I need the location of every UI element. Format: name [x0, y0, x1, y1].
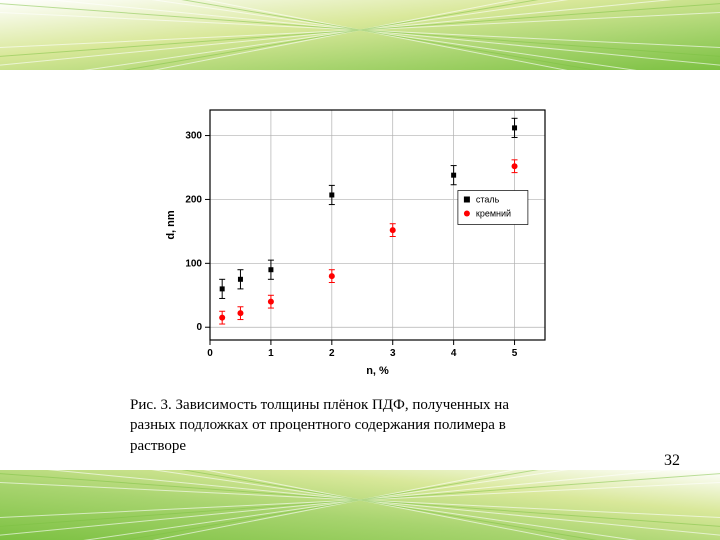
- svg-text:d, nm: d, nm: [165, 210, 177, 240]
- banner-top-svg: [0, 0, 720, 70]
- svg-text:300: 300: [185, 131, 202, 142]
- svg-text:сталь: сталь: [476, 195, 500, 205]
- svg-text:кремний: кремний: [476, 209, 511, 219]
- svg-text:100: 100: [185, 258, 202, 269]
- chart-svg: 0 1 2 3 4 5 0 100 200 300 n, % d, nm сталь кремний: [160, 100, 560, 380]
- svg-text:200: 200: [185, 194, 202, 205]
- svg-text:0: 0: [196, 322, 202, 333]
- svg-text:n, %: n, %: [366, 365, 389, 377]
- svg-text:0: 0: [207, 348, 213, 359]
- scatter-chart: 0 1 2 3 4 5 0 100 200 300 n, % d, nm сталь кремний: [160, 100, 560, 380]
- page-number: 32: [664, 452, 680, 470]
- svg-text:3: 3: [390, 348, 396, 359]
- figure-caption: Рис. 3. Зависимость толщины плёнок ПДФ, …: [130, 395, 550, 456]
- svg-text:2: 2: [329, 348, 335, 359]
- banner-top: [0, 0, 720, 70]
- svg-text:1: 1: [268, 348, 274, 359]
- svg-text:5: 5: [512, 348, 518, 359]
- banner-bottom: [0, 470, 720, 540]
- svg-text:4: 4: [451, 348, 457, 359]
- banner-bottom-svg: [0, 470, 720, 540]
